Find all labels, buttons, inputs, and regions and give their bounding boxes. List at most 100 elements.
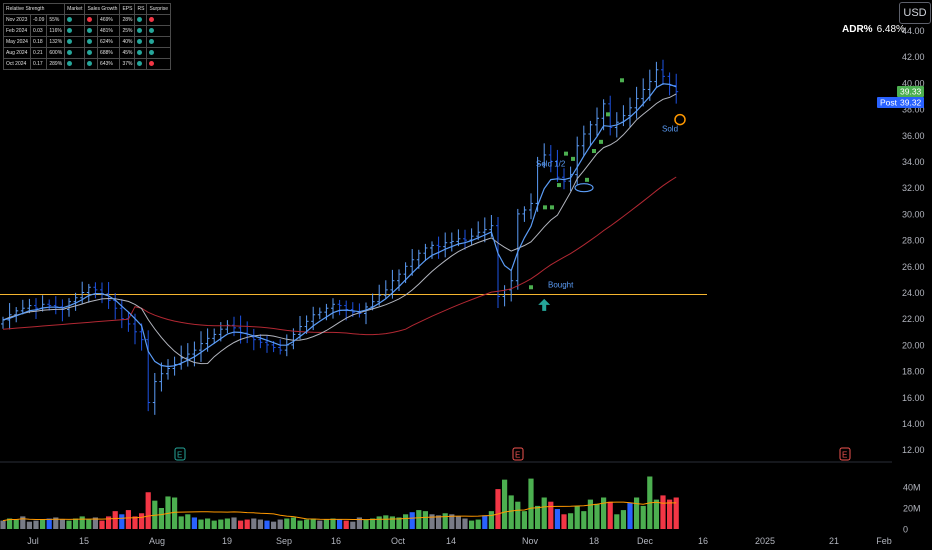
- volume-bar: [224, 518, 230, 529]
- volume-bar: [673, 497, 679, 529]
- price-tick-label: 18.00: [902, 367, 925, 377]
- fundamentals-cell: 0.18: [29, 36, 48, 48]
- earnings-marker-icon: [174, 447, 186, 461]
- price-bar: [86, 283, 91, 303]
- volume-bar: [601, 497, 607, 529]
- price-bar: [232, 316, 236, 337]
- price-bar: [40, 295, 45, 312]
- volume-tick-label: 20M: [903, 504, 921, 514]
- fundamentals-cell: 28%: [119, 14, 136, 26]
- ema-10-line: [2, 83, 677, 368]
- fundamentals-cell: 688%: [97, 47, 121, 59]
- signal-square: [599, 139, 603, 144]
- price-bar: [185, 343, 190, 367]
- volume-bar: [99, 520, 105, 529]
- volume-bar: [535, 505, 541, 529]
- price-bar: [126, 312, 131, 332]
- volume-bar: [607, 501, 613, 529]
- signal-square: [557, 183, 561, 188]
- fundamentals-header-4: RS: [134, 3, 148, 15]
- adr-value: 6.48%: [876, 24, 905, 35]
- price-bar: [496, 216, 500, 309]
- price-bar: [258, 334, 263, 349]
- volume-bar: [165, 496, 171, 529]
- volume-bar: [132, 516, 138, 529]
- last-price-tag: [897, 86, 924, 97]
- time-tick-label: Jul: [27, 536, 39, 546]
- post-price-tag: [877, 97, 924, 108]
- fundamentals-table: Relative Strength Market Sales Growth EPS RS…: [2, 3, 172, 70]
- signal-square: [592, 149, 596, 154]
- fundamentals-header-2: Sales Growth: [84, 3, 121, 15]
- price-bar: [542, 143, 547, 169]
- price-bar: [654, 61, 659, 89]
- green-status-dot: [87, 38, 93, 44]
- volume-bar: [13, 519, 19, 529]
- volume-bar: [330, 518, 336, 529]
- price-bar: [608, 95, 613, 136]
- price-bar: [317, 307, 322, 320]
- volume-bar: [422, 511, 428, 529]
- fundamentals-cell: 40%: [119, 36, 136, 48]
- time-tick-label: 14: [446, 536, 456, 546]
- volume-bar: [640, 505, 646, 529]
- green-status-dot: [87, 49, 93, 55]
- volume-bar: [59, 519, 65, 529]
- red-status-dot: [87, 16, 93, 22]
- price-bar: [469, 228, 474, 246]
- earnings-marker-icon: [512, 447, 524, 461]
- volume-bar: [158, 508, 164, 529]
- volume-bar: [244, 519, 250, 529]
- volume-bar: [198, 519, 204, 529]
- price-tick-label: 28.00: [902, 236, 925, 246]
- currency-button[interactable]: USD: [899, 2, 931, 24]
- volume-bar: [191, 517, 197, 529]
- price-tick-label: 14.00: [902, 419, 925, 429]
- volume-bar: [317, 520, 323, 529]
- volume-bar: [178, 516, 184, 529]
- fundamentals-cell: Feb 2024: [3, 25, 31, 37]
- volume-bar: [125, 510, 131, 529]
- adr-label: ADR%: [842, 24, 873, 35]
- volume-bar: [376, 516, 382, 529]
- earnings-marker-label: E: [842, 451, 847, 460]
- price-bar: [34, 298, 38, 320]
- volume-bar: [363, 519, 369, 529]
- time-tick-label: Dec: [637, 536, 654, 546]
- time-tick-label: Nov: [522, 536, 539, 546]
- volume-bar: [462, 518, 468, 529]
- volume-bar: [561, 514, 567, 529]
- time-tick-label: Oct: [391, 536, 406, 546]
- signal-square: [606, 112, 610, 117]
- last-price-label: 39.33: [900, 87, 922, 97]
- volume-bar: [92, 517, 98, 529]
- fundamentals-dot-cell: [134, 58, 148, 70]
- price-tick-label: 24.00: [902, 288, 925, 298]
- volume-bar: [277, 519, 283, 529]
- volume-bar: [528, 478, 534, 529]
- price-bar: [7, 303, 12, 330]
- volume-bar: [290, 517, 296, 529]
- time-tick-label: 19: [222, 536, 232, 546]
- price-bar: [364, 302, 368, 325]
- volume-bar: [482, 515, 488, 529]
- volume-ma-line: [2, 501, 677, 522]
- price-bar: [212, 328, 217, 344]
- price-bar: [298, 315, 302, 340]
- fundamentals-cell: 132%: [46, 36, 66, 48]
- signal-square: [550, 205, 554, 210]
- price-bar: [482, 217, 487, 243]
- price-bar: [416, 249, 421, 269]
- price-bar: [20, 299, 25, 315]
- volume-bar: [343, 520, 349, 529]
- volume-bar: [370, 518, 376, 529]
- price-bar: [390, 269, 395, 299]
- volume-bar: [284, 518, 290, 529]
- signal-square: [564, 151, 568, 156]
- price-bar: [423, 243, 428, 261]
- price-bar: [278, 339, 283, 355]
- price-bar: [60, 299, 65, 322]
- fundamentals-cell: 25%: [119, 25, 136, 37]
- volume-bar: [350, 521, 356, 529]
